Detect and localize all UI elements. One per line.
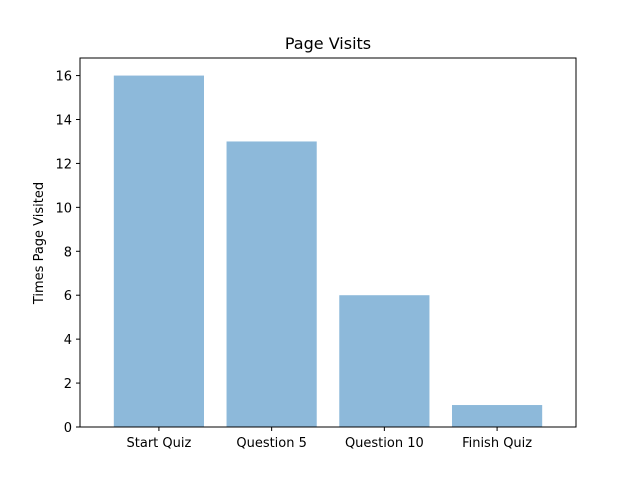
x-tick-label: Question 5 (236, 436, 307, 451)
bar-start-quiz (113, 75, 204, 428)
y-tick-label: 6 (64, 289, 72, 304)
bar-question-5 (226, 141, 317, 427)
chart-title: Page Visits (285, 34, 371, 53)
y-tick-label: 12 (55, 157, 72, 172)
y-tick-label: 8 (64, 245, 72, 260)
bar-finish-quiz (452, 405, 543, 427)
y-axis-label: Times Page Visited (32, 182, 47, 305)
x-tick-label: Start Quiz (127, 436, 192, 451)
plot-area: 0 2 4 6 8 10 12 14 16 Start Quiz Question 5 Questio… (55, 57, 577, 451)
plot-frame (79, 57, 577, 428)
y-tick-label: 0 (64, 421, 72, 436)
y-tick-label: 2 (64, 377, 72, 392)
y-tick-label: 16 (55, 70, 72, 85)
x-tick-label: Question 10 (345, 436, 424, 451)
y-tick-label: 14 (55, 114, 72, 129)
x-tick-label: Finish Quiz (462, 436, 532, 451)
y-tick-label: 10 (55, 201, 72, 216)
y-tick-label: 4 (64, 333, 72, 348)
bar-question-10 (339, 295, 430, 427)
